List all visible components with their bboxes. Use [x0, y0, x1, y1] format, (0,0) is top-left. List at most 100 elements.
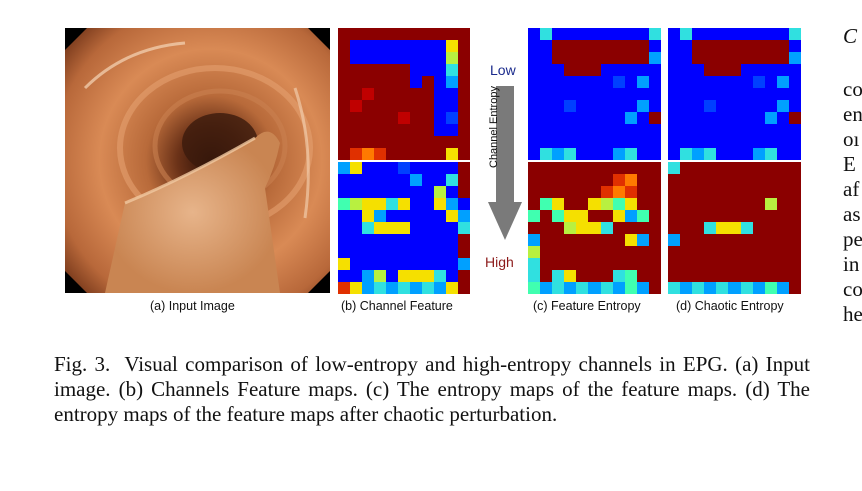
heatmap-cell — [776, 148, 789, 160]
heatmap-cell — [458, 148, 470, 160]
heatmap-cell — [680, 186, 693, 198]
heatmap-cell — [704, 40, 717, 52]
heatmap-cell — [680, 64, 693, 76]
heatmap-cell — [624, 124, 637, 136]
heatmap-cell — [740, 246, 753, 258]
heatmap-cell — [636, 198, 649, 210]
heatmap-cell — [410, 174, 422, 186]
heatmap-cell — [668, 52, 681, 64]
heatmap-cell — [668, 174, 681, 186]
heatmap-cell — [564, 246, 577, 258]
heatmap-cell — [740, 222, 753, 234]
heatmap-cell — [752, 234, 765, 246]
heatmap-cell — [612, 64, 625, 76]
heatmap-cell — [434, 198, 446, 210]
right-column-line: co — [843, 277, 862, 301]
chaotic-entropy-high-heatmap — [668, 162, 801, 294]
heatmap-cell — [422, 174, 434, 186]
heatmap-cell — [692, 100, 705, 112]
heatmap-cell — [680, 52, 693, 64]
heatmap-cell — [422, 88, 434, 100]
heatmap-cell — [528, 210, 541, 222]
heatmap-cell — [576, 258, 589, 270]
heatmap-cell — [704, 198, 717, 210]
heatmap-cell — [552, 258, 565, 270]
heatmap-cell — [338, 258, 350, 270]
heatmap-cell — [422, 222, 434, 234]
heatmap-cell — [338, 210, 350, 222]
heatmap-cell — [386, 28, 398, 40]
heatmap-cell — [552, 28, 565, 40]
heatmap-cell — [668, 148, 681, 160]
heatmap-cell — [350, 148, 362, 160]
heatmap-cell — [338, 88, 350, 100]
heatmap-cell — [788, 198, 801, 210]
heatmap-cell — [552, 64, 565, 76]
heatmap-cell — [648, 28, 661, 40]
heatmap-cell — [446, 148, 458, 160]
heatmap-cell — [752, 124, 765, 136]
heatmap-cell — [668, 258, 681, 270]
heatmap-cell — [668, 282, 681, 294]
heatmap-cell — [776, 258, 789, 270]
heatmap-cell — [422, 162, 434, 174]
heatmap-cell — [338, 198, 350, 210]
heatmap-cell — [764, 258, 777, 270]
heatmap-cell — [588, 270, 601, 282]
heatmap-cell — [776, 76, 789, 88]
heatmap-cell — [528, 136, 541, 148]
heatmap-cell — [704, 210, 717, 222]
heatmap-cell — [680, 210, 693, 222]
heatmap-cell — [528, 100, 541, 112]
heatmap-cell — [648, 210, 661, 222]
heatmap-cell — [716, 174, 729, 186]
heatmap-cell — [350, 246, 362, 258]
heatmap-cell — [362, 282, 374, 294]
channel-entropy-axis-label: Channel Entropy — [488, 86, 500, 168]
heatmap-cell — [528, 64, 541, 76]
heatmap-cell — [540, 270, 553, 282]
heatmap-cell — [350, 64, 362, 76]
heatmap-cell — [446, 124, 458, 136]
heatmap-cell — [552, 76, 565, 88]
heatmap-cell — [600, 258, 613, 270]
heatmap-cell — [540, 186, 553, 198]
heatmap-cell — [458, 112, 470, 124]
heatmap-cell — [716, 282, 729, 294]
heatmap-cell — [668, 210, 681, 222]
heatmap-cell — [350, 40, 362, 52]
heatmap-cell — [576, 148, 589, 160]
heatmap-cell — [636, 234, 649, 246]
heatmap-cell — [374, 210, 386, 222]
heatmap-cell — [552, 210, 565, 222]
heatmap-cell — [422, 76, 434, 88]
heatmap-cell — [588, 64, 601, 76]
heatmap-cell — [636, 210, 649, 222]
heatmap-cell — [434, 148, 446, 160]
heatmap-cell — [740, 88, 753, 100]
feature-entropy-high-heatmap — [528, 162, 661, 294]
heatmap-cell — [350, 162, 362, 174]
heatmap-cell — [398, 246, 410, 258]
heatmap-cell — [422, 124, 434, 136]
heatmap-cell — [636, 258, 649, 270]
heatmap-cell — [624, 222, 637, 234]
heatmap-cell — [338, 124, 350, 136]
heatmap-cell — [648, 88, 661, 100]
heatmap-cell — [552, 186, 565, 198]
heatmap-cell — [680, 112, 693, 124]
heatmap-cell — [434, 234, 446, 246]
heatmap-cell — [788, 64, 801, 76]
heatmap-cell — [410, 258, 422, 270]
heatmap-cell — [552, 124, 565, 136]
heatmap-cell — [540, 210, 553, 222]
heatmap-cell — [434, 246, 446, 258]
heatmap-cell — [776, 136, 789, 148]
heatmap-cell — [446, 40, 458, 52]
heatmap-cell — [716, 40, 729, 52]
heatmap-cell — [588, 52, 601, 64]
heatmap-cell — [362, 258, 374, 270]
heatmap-cell — [540, 174, 553, 186]
heatmap-cell — [576, 198, 589, 210]
heatmap-cell — [410, 186, 422, 198]
